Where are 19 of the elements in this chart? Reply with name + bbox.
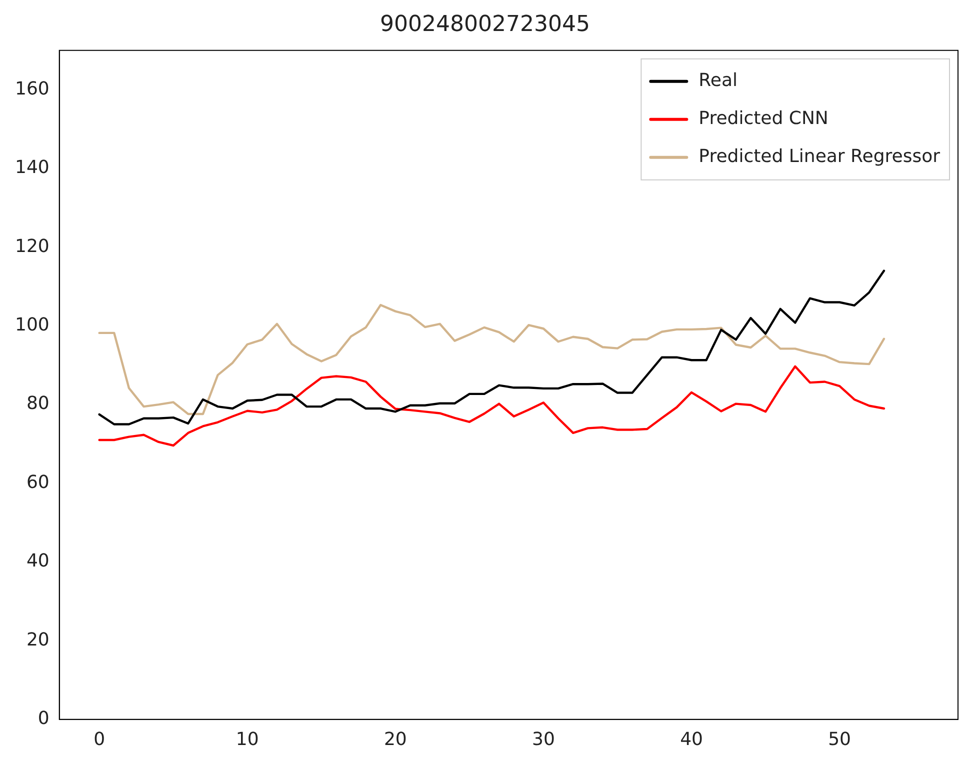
y-tick-label: 80 — [26, 393, 50, 414]
y-tick-label: 120 — [14, 236, 50, 257]
x-tick-label: 0 — [94, 728, 106, 750]
x-tick-label: 40 — [680, 728, 703, 750]
x-tick-label: 20 — [384, 728, 407, 750]
y-tick-label: 160 — [14, 78, 50, 100]
legend-label: Predicted CNN — [698, 108, 828, 130]
legend-label: Predicted Linear Regressor — [698, 146, 941, 168]
x-tick-label: 30 — [532, 728, 555, 750]
y-tick-label: 100 — [14, 314, 50, 336]
legend-label: Real — [698, 70, 738, 92]
y-tick-label: 0 — [38, 708, 50, 730]
y-tick-label: 40 — [26, 550, 50, 572]
y-tick-label: 20 — [26, 629, 50, 650]
chart-title: 900248002723045 — [380, 12, 590, 37]
x-tick-label: 50 — [828, 728, 852, 750]
y-tick-label: 60 — [26, 472, 50, 493]
x-tick-label: 10 — [236, 728, 259, 750]
y-tick-label: 140 — [14, 157, 50, 178]
